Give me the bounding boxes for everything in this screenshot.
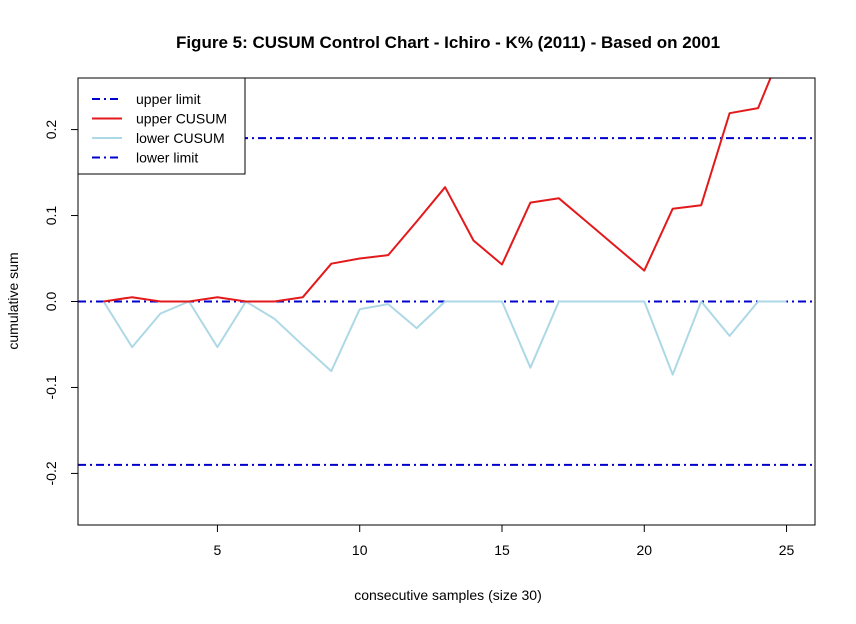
series-line-lower-cusum [102,300,787,376]
legend-label: upper CUSUM [136,111,227,127]
x-tick-label: 15 [494,542,510,558]
x-tick-label: 20 [636,542,652,558]
reference-lines [78,137,815,466]
x-tick-label: 25 [779,542,795,558]
y-tick-label: 0.2 [43,120,59,140]
series-line-upper-cusum [103,78,772,303]
y-tick-label: -0.2 [43,461,59,485]
x-axis: 5 10 15 20 25 [214,524,795,558]
y-axis: -0.2 -0.1 0.0 0.1 0.2 [43,120,79,485]
legend-label: lower CUSUM [136,130,225,146]
y-tick-label: -0.1 [43,375,59,399]
y-tick-label: 0.1 [43,206,59,226]
x-axis-label: consecutive samples (size 30) [354,587,542,603]
series-lines [102,78,787,376]
chart-title: Figure 5: CUSUM Control Chart - Ichiro -… [176,33,720,52]
legend-label: lower limit [136,150,198,166]
legend-label: upper limit [136,91,201,107]
x-tick-label: 10 [352,542,368,558]
y-axis-label: cumulative sum [5,252,21,349]
legend: upper limit upper CUSUM lower CUSUM lower l… [77,77,246,175]
y-tick-label: 0.0 [43,292,59,312]
x-tick-label: 5 [214,542,222,558]
